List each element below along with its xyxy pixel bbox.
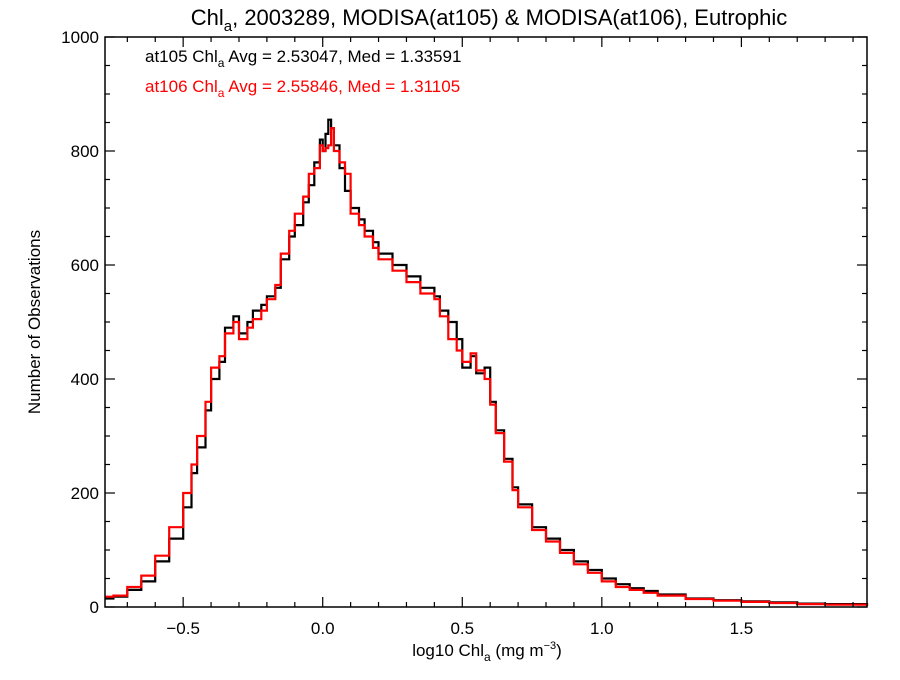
annotation-at106-prefix: at106 Chl <box>145 77 218 96</box>
series-layer <box>105 118 869 606</box>
y-tick-label: 600 <box>71 256 99 275</box>
series-line-1 <box>105 127 869 606</box>
x-tick-label: 0.0 <box>311 619 335 638</box>
plot-frame <box>104 36 868 608</box>
chart-title-subscript: a <box>224 18 233 35</box>
annotation-at105-subscript: a <box>218 56 225 70</box>
annotation-at106-subscript: a <box>218 86 225 100</box>
x-axis-label-suffix: ) <box>556 641 562 660</box>
annotation-at106: at106 Chla Avg = 2.55846, Med = 1.31105 <box>145 77 460 100</box>
x-axis-label-mid: (mg m <box>491 641 544 660</box>
chart-title-prefix: Chl <box>191 5 224 30</box>
x-axis-label-superscript: −3 <box>544 640 557 652</box>
annotation-at105: at105 Chla Avg = 2.53047, Med = 1.33591 <box>145 47 461 70</box>
x-axis-label-prefix: log10 Chl <box>412 641 484 660</box>
y-tick-label: 200 <box>71 484 99 503</box>
x-tick-label: 0.5 <box>450 619 474 638</box>
annotation-at105-prefix: at105 Chl <box>145 47 218 66</box>
annotation-at106-suffix: Avg = 2.55846, Med = 1.31105 <box>224 77 460 96</box>
chart-title-suffix: , 2003289, MODISA(at105) & MODISA(at106)… <box>232 5 787 30</box>
annotation-at105-suffix: Avg = 2.53047, Med = 1.33591 <box>224 47 461 66</box>
y-axis-label: Number of Observations <box>25 230 44 414</box>
x-tick-label: 1.0 <box>590 619 614 638</box>
x-tick-label: 1.5 <box>730 619 754 638</box>
y-tick-label: 0 <box>90 598 99 617</box>
x-tick-label: −0.5 <box>166 619 200 638</box>
y-tick-label: 400 <box>71 370 99 389</box>
chart-title: Chla, 2003289, MODISA(at105) & MODISA(at… <box>191 5 788 35</box>
x-axis-label-subscript: a <box>484 650 491 664</box>
tick-layer: −0.5 0.0 0.5 1.0 1.5 0 200 400 600 800 1000 <box>61 28 867 638</box>
x-axis-label: log10 Chla (mg m−3) <box>412 640 562 664</box>
y-tick-label: 800 <box>71 142 99 161</box>
y-tick-label: 1000 <box>61 28 99 47</box>
